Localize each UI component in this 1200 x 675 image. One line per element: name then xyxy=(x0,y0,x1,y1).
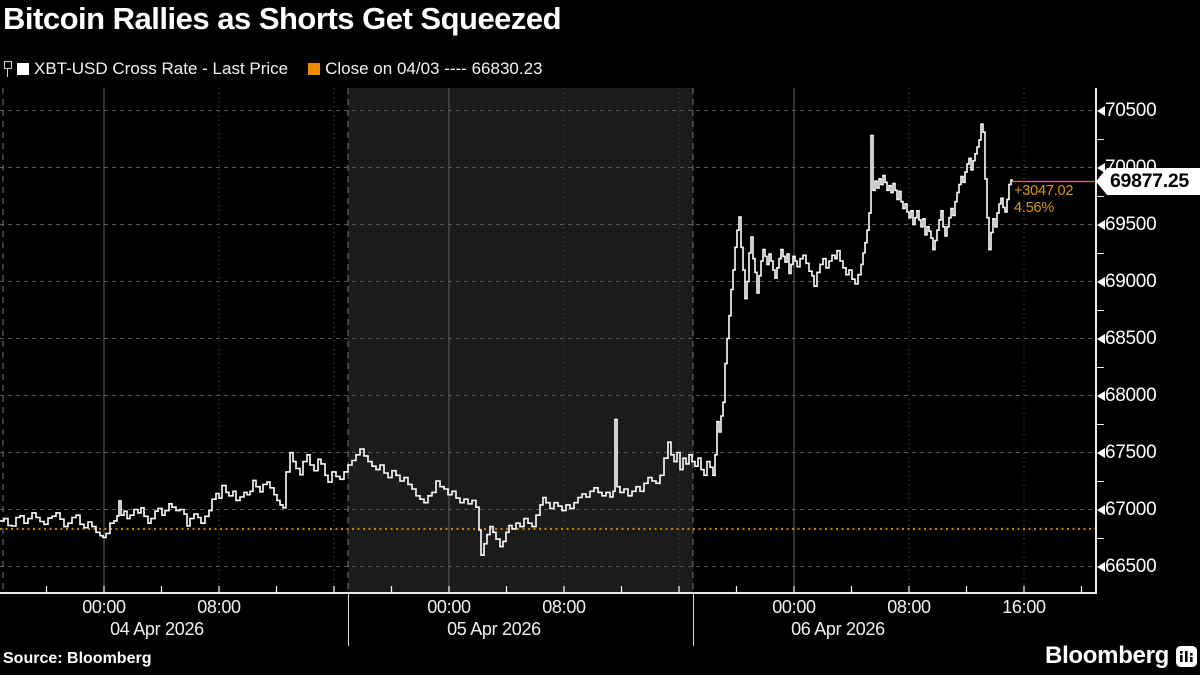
y-minor-tick xyxy=(1097,538,1104,539)
y-major-tick-icon xyxy=(1097,561,1105,572)
y-tick-label: 66500 xyxy=(1105,555,1157,577)
y-minor-tick xyxy=(1097,481,1104,482)
last-price-swatch-icon xyxy=(17,63,29,75)
y-tick-label: 68000 xyxy=(1105,384,1157,406)
x-time-label: 08:00 xyxy=(542,597,586,617)
y-minor-tick xyxy=(1097,196,1104,197)
bloomberg-wordmark: Bloomberg xyxy=(1045,642,1169,669)
legend-item-last-price[interactable]: XBT-USD Cross Rate - Last Price xyxy=(17,59,288,79)
last-price-value: 69877.25 xyxy=(1110,169,1189,192)
net-change-label: +3047.02 xyxy=(1014,183,1074,200)
y-minor-tick xyxy=(1097,424,1104,425)
pct-change-label: 4.56% xyxy=(1014,200,1055,217)
legend-label-last-price: XBT-USD Cross Rate - Last Price xyxy=(34,59,289,78)
x-time-label: 16:00 xyxy=(1002,597,1046,617)
y-major-tick-icon xyxy=(1097,162,1105,173)
chart-title: Bitcoin Rallies as Shorts Get Squeezed xyxy=(3,1,562,36)
bloomberg-logo: Bloomberg xyxy=(1045,642,1197,670)
legend-label-close: Close on 04/03 ---- 66830.23 xyxy=(325,59,543,78)
y-tick-label: 69500 xyxy=(1105,213,1157,235)
y-major-tick-icon xyxy=(1097,390,1105,401)
y-minor-tick xyxy=(1097,139,1104,140)
y-major-tick-icon xyxy=(1097,504,1105,515)
x-time-label: 00:00 xyxy=(82,597,126,617)
x-date-label: 04 Apr 2026 xyxy=(110,619,204,639)
close-swatch-icon xyxy=(308,63,321,75)
y-major-tick-icon xyxy=(1097,276,1105,287)
price-chart xyxy=(0,88,1095,592)
plot-area[interactable] xyxy=(0,88,1095,592)
x-time-label: 00:00 xyxy=(427,597,471,617)
y-major-tick-icon xyxy=(1097,447,1105,458)
x-axis-line xyxy=(0,592,1097,594)
x-time-label: 08:00 xyxy=(887,597,931,617)
y-major-tick-icon xyxy=(1097,219,1105,230)
y-tick-label: 69000 xyxy=(1105,270,1157,292)
legend-item-close[interactable]: Close on 04/03 ---- 66830.23 xyxy=(308,59,542,79)
y-minor-tick xyxy=(1097,253,1104,254)
source-caption: Source: Bloomberg xyxy=(3,650,152,667)
y-axis-line xyxy=(1095,88,1097,594)
y-tick-label: 68500 xyxy=(1105,327,1157,349)
bloomberg-terminal-icon xyxy=(1176,645,1197,667)
legend: XBT-USD Cross Rate - Last Price Close on… xyxy=(4,58,562,80)
price-line xyxy=(0,123,1013,556)
y-axis: 66500 67000 67500 68000 68500 69000 69500 70000… xyxy=(1095,88,1200,594)
y-minor-tick xyxy=(1097,310,1104,311)
chart-pin-icon xyxy=(4,60,13,78)
day-separator xyxy=(693,594,694,646)
y-tick-label: 67000 xyxy=(1105,498,1157,520)
x-time-label: 00:00 xyxy=(772,597,816,617)
y-tick-label: 67500 xyxy=(1105,441,1157,463)
y-major-tick-icon xyxy=(1097,105,1105,116)
x-date-label: 06 Apr 2026 xyxy=(791,619,885,639)
x-date-label: 05 Apr 2026 xyxy=(447,619,541,639)
session-band xyxy=(348,88,693,592)
y-major-tick-icon xyxy=(1097,333,1105,344)
last-price-tag: 69877.25 xyxy=(1096,167,1200,195)
y-tick-label: 70500 xyxy=(1105,99,1157,121)
x-time-label: 08:00 xyxy=(197,597,241,617)
day-separator xyxy=(348,594,349,646)
y-minor-tick xyxy=(1097,367,1104,368)
x-axis: 00:00 08:00 00:00 08:00 00:00 08:00 16:00 04 Ap… xyxy=(0,592,1200,652)
